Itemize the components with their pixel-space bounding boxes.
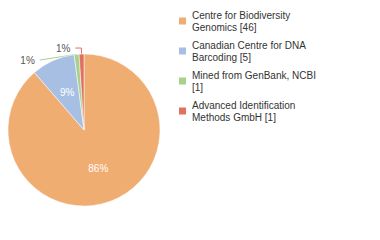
svg-text:Genomics [46]: Genomics [46] [192,22,257,33]
svg-text:Advanced Identification: Advanced Identification [192,100,298,111]
svg-text:1%: 1% [56,43,71,54]
svg-text:9%: 9% [60,87,75,98]
svg-text:86%: 86% [88,163,108,174]
svg-text:Methods GmbH [1]: Methods GmbH [1] [192,112,276,123]
svg-text:Mined from GenBank, NCBI: Mined from GenBank, NCBI [192,70,319,81]
svg-text:[1]: [1] [192,82,203,93]
svg-text:Centre for Biodiversity: Centre for Biodiversity [192,10,293,21]
svg-text:Barcoding [5]: Barcoding [5] [192,52,251,63]
svg-text:Canadian Centre for DNA: Canadian Centre for DNA [192,40,308,51]
svg-text:1%: 1% [20,55,35,66]
